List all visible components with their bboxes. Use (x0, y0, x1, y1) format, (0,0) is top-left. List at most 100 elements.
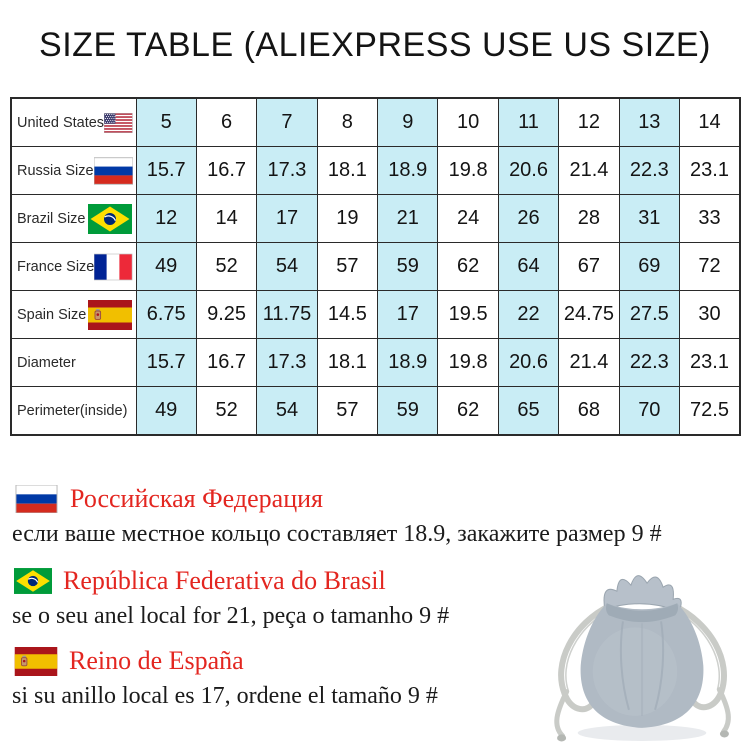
size-cell: 69 (618, 242, 681, 291)
size-cell: 72 (679, 242, 741, 291)
size-cell: 22.3 (618, 338, 681, 387)
size-cell: 24.75 (558, 290, 620, 339)
size-cell: 54 (256, 242, 318, 291)
table-row: Diameter 15.7 16.7 17.3 18.1 18.9 19.8 20.6 21.4… (10, 338, 741, 387)
size-cell: 24 (437, 194, 499, 243)
size-cell: 12 (558, 97, 620, 147)
size-cell: 5 (135, 97, 197, 147)
size-cell: 21.4 (558, 338, 620, 387)
row-label: Diameter (17, 354, 76, 371)
size-cell: 16.7 (195, 338, 258, 387)
size-cell: 6.75 (135, 290, 197, 339)
row-label: Perimeter(inside) (17, 402, 128, 419)
size-cell: 21.4 (558, 146, 620, 195)
size-cell: 19.5 (437, 290, 499, 339)
brazil-flag-icon (14, 566, 52, 596)
size-cell: 19.8 (437, 338, 499, 387)
size-cell: 10 (437, 97, 499, 147)
size-cell: 62 (437, 386, 499, 436)
br-flag-icon (87, 203, 133, 234)
row-label: United States (17, 114, 105, 131)
size-cell: 64 (497, 242, 560, 291)
note-spain-heading: Reino de España (69, 646, 244, 675)
row-label: Russia Size (17, 162, 94, 179)
size-cell: 31 (618, 194, 681, 243)
size-cell: 9.25 (195, 290, 258, 339)
size-cell: 67 (558, 242, 620, 291)
size-conversion-table: United States 5 6 7 8 9 10 11 12 13 14 Russia Size 1… (10, 97, 741, 436)
size-cell: 70 (618, 386, 681, 436)
size-cell: 20.6 (497, 146, 560, 195)
size-cell: 33 (679, 194, 741, 243)
note-brazil-heading: República Federativa do Brasil (63, 566, 386, 595)
size-cell: 17.3 (256, 338, 318, 387)
table-row: Perimeter(inside) 49 52 54 57 59 62 65 68 70 72.5 (10, 386, 741, 436)
size-cell: 14 (195, 194, 258, 243)
row-label-cell: Russia Size (10, 146, 137, 195)
size-cell: 22 (497, 290, 560, 339)
row-label-cell: France Size (10, 242, 137, 291)
note-brazil: República Federativa do Brasil se o seu … (12, 566, 750, 630)
size-cell: 49 (135, 242, 197, 291)
size-cell: 12 (135, 194, 197, 243)
size-cell: 6 (195, 97, 258, 147)
row-label-cell: Spain Size (10, 290, 137, 339)
size-cell: 21 (377, 194, 439, 243)
size-cell: 14 (679, 97, 741, 147)
size-cell: 68 (558, 386, 620, 436)
size-cell: 28 (558, 194, 620, 243)
fr-flag-icon (94, 252, 133, 282)
note-brazil-body: se o seu anel local for 21, peça o taman… (12, 603, 450, 629)
note-spain: Reino de España si su anillo local es 17… (12, 646, 750, 710)
note-spain-header: Reino de España (14, 646, 750, 676)
russia-flag-icon (14, 485, 59, 513)
size-cell: 18.9 (377, 146, 439, 195)
size-cell: 57 (316, 242, 379, 291)
size-cell: 62 (437, 242, 499, 291)
table-row: Spain Size 6.75 9.25 11.75 14.5 17 19.5 22 24.75… (10, 290, 741, 339)
row-label: Brazil Size (17, 210, 86, 227)
size-cell: 18.9 (377, 338, 439, 387)
note-spain-body: si su anillo local es 17, ordene el tama… (12, 683, 438, 709)
size-cell: 15.7 (135, 146, 197, 195)
size-cell: 23.1 (679, 338, 741, 387)
size-cell: 52 (195, 386, 258, 436)
row-label-cell: Perimeter(inside) (10, 386, 137, 436)
size-cell: 54 (256, 386, 318, 436)
size-cell: 9 (377, 97, 439, 147)
size-cell: 22.3 (618, 146, 681, 195)
row-label-cell: Brazil Size (10, 194, 137, 243)
size-cell: 49 (135, 386, 197, 436)
row-label: France Size (17, 258, 95, 275)
us-flag-icon (104, 108, 133, 138)
pouch-image (538, 553, 745, 749)
table-row: United States 5 6 7 8 9 10 11 12 13 14 (10, 97, 741, 147)
table-row: France Size 49 52 54 57 59 62 64 67 69 72 (10, 242, 741, 291)
table-row: Brazil Size 12 14 17 19 21 24 26 28 31 33 (10, 194, 741, 243)
size-cell: 17 (377, 290, 439, 339)
note-brazil-header: República Federativa do Brasil (14, 566, 750, 596)
size-cell: 26 (497, 194, 560, 243)
es-flag-icon (87, 299, 133, 330)
size-cell: 59 (377, 242, 439, 291)
note-russia-heading: Российская Федерация (70, 484, 323, 513)
size-cell: 19 (316, 194, 379, 243)
size-cell: 52 (195, 242, 258, 291)
size-cell: 23.1 (679, 146, 741, 195)
size-cell: 65 (497, 386, 560, 436)
row-label-cell: United States (10, 97, 137, 147)
size-cell: 16.7 (195, 146, 258, 195)
size-cell: 18.1 (316, 338, 379, 387)
row-label: Spain Size (17, 306, 87, 323)
size-cell: 20.6 (497, 338, 560, 387)
size-cell: 27.5 (618, 290, 681, 339)
size-cell: 17 (256, 194, 318, 243)
table-row: Russia Size 15.7 16.7 17.3 18.1 18.9 19.8 20.6 2… (10, 146, 741, 195)
size-cell: 17.3 (256, 146, 318, 195)
note-russia: Российская Федерация если ваше местное к… (12, 484, 750, 548)
note-russia-header: Российская Федерация (14, 484, 750, 514)
size-cell: 11 (497, 97, 560, 147)
size-cell: 14.5 (316, 290, 379, 339)
size-table-body: United States 5 6 7 8 9 10 11 12 13 14 Russia Size 1… (10, 97, 741, 436)
size-cell: 59 (377, 386, 439, 436)
